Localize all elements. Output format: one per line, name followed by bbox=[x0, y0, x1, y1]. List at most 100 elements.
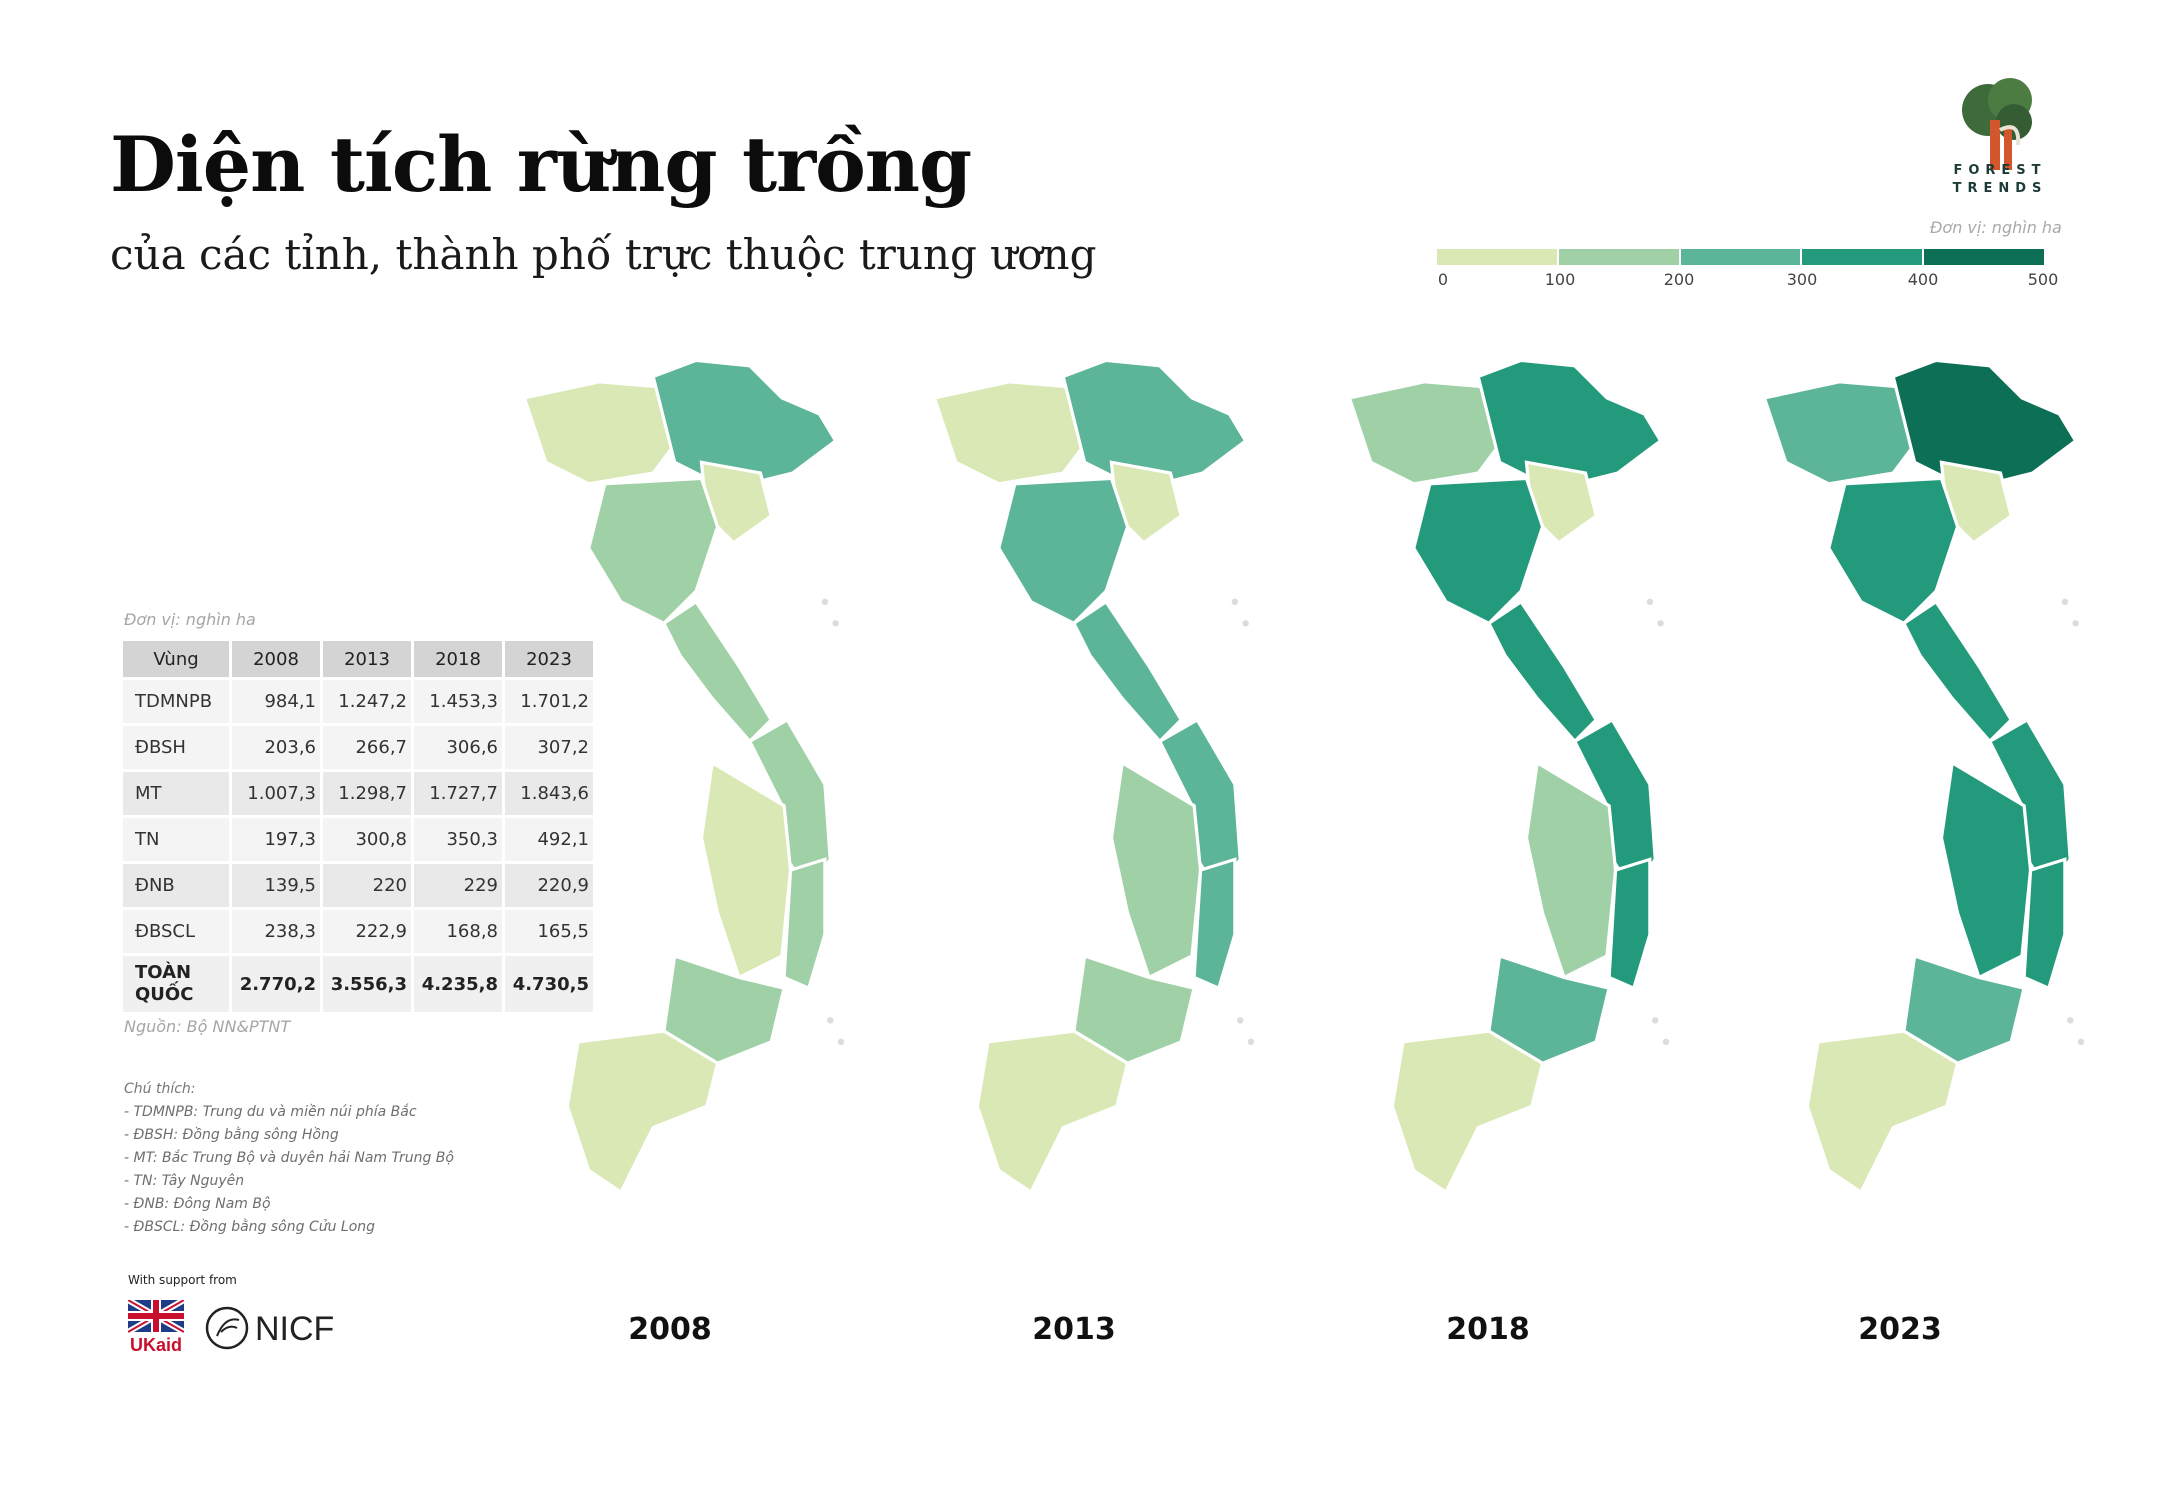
legend-unit: Đơn vị: nghìn ha bbox=[1930, 218, 2062, 237]
legend-segment bbox=[1802, 249, 1925, 265]
island-mark bbox=[1646, 598, 1654, 606]
island-mark bbox=[827, 1017, 834, 1024]
table-header: 2023 bbox=[505, 641, 593, 677]
legend-tick: 0 bbox=[1437, 270, 1449, 289]
table-unit: Đơn vị: nghìn ha bbox=[124, 610, 256, 629]
svg-text:NICFI: NICFI bbox=[255, 1310, 335, 1348]
table-row: TN 197,3 300,8 350,3 492,1 bbox=[123, 818, 593, 861]
table-cell: 350,3 bbox=[414, 818, 502, 861]
table-cell: 2.770,2 bbox=[232, 956, 320, 1012]
table-cell: 984,1 bbox=[232, 680, 320, 723]
note-item: - ĐBSH: Đồng bằng sông Hồng bbox=[124, 1127, 339, 1143]
map-region-highland bbox=[1109, 760, 1203, 980]
table-cell: 4.235,8 bbox=[414, 956, 502, 1012]
map-region-ntc bbox=[997, 476, 1130, 626]
legend-segment bbox=[1680, 249, 1803, 265]
table-row: ĐNB 139,5 220 229 220,9 bbox=[123, 864, 593, 907]
color-legend bbox=[1437, 249, 2044, 265]
map-year-label: 2008 bbox=[628, 1312, 712, 1347]
table-header: Vùng bbox=[123, 641, 229, 677]
map-region-north bbox=[1476, 358, 1663, 486]
table-row-total: TOÀN QUỐC 2.770,2 3.556,3 4.235,8 4.730,5 bbox=[123, 956, 593, 1012]
table-cell-region: MT bbox=[123, 772, 229, 815]
table-cell: 197,3 bbox=[232, 818, 320, 861]
map-region-coast3 bbox=[1607, 857, 1652, 991]
note-item: - MT: Bắc Trung Bộ và duyên hải Nam Trun… bbox=[124, 1150, 454, 1166]
table-cell: 168,8 bbox=[414, 910, 502, 953]
legend-tick: 500 bbox=[2027, 270, 2059, 289]
table-cell-region: TN bbox=[123, 818, 229, 861]
table-cell: 492,1 bbox=[505, 818, 593, 861]
table-header: 2018 bbox=[414, 641, 502, 677]
legend-tick: 100 bbox=[1544, 270, 1576, 289]
note-item: - TN: Tây Nguyên bbox=[124, 1173, 245, 1189]
map-year-label: 2018 bbox=[1446, 1312, 1530, 1347]
table-cell: 222,9 bbox=[323, 910, 411, 953]
island-mark bbox=[1652, 1017, 1659, 1024]
map-region-mekong bbox=[1805, 1029, 1960, 1195]
forest-trends-logo bbox=[1962, 78, 2032, 170]
map-region-north bbox=[651, 358, 838, 486]
map-region-mekong bbox=[1390, 1029, 1545, 1195]
legend-notes: Chú thích: - TDMNPB: Trung du và miền nú… bbox=[124, 1078, 454, 1239]
map-year-label: 2013 bbox=[1032, 1312, 1116, 1347]
map-year-label: 2023 bbox=[1858, 1312, 1942, 1347]
table-cell: 220 bbox=[323, 864, 411, 907]
table-cell-region: TDMNPB bbox=[123, 680, 229, 723]
table-cell: 1.453,3 bbox=[414, 680, 502, 723]
table-cell: 300,8 bbox=[323, 818, 411, 861]
map-region-highland bbox=[699, 760, 793, 980]
svg-text:UKaid: UKaid bbox=[130, 1335, 182, 1355]
map-region-coast1 bbox=[1486, 599, 1599, 744]
map-region-coast3 bbox=[2022, 857, 2067, 991]
map-region-ntc bbox=[1412, 476, 1545, 626]
table-cell: 220,9 bbox=[505, 864, 593, 907]
map-region-northwest bbox=[932, 380, 1098, 486]
note-item: - TDMNPB: Trung du và miền núi phía Bắc bbox=[124, 1104, 417, 1120]
table-row: MT 1.007,3 1.298,7 1.727,7 1.843,6 bbox=[123, 772, 593, 815]
table-cell: 203,6 bbox=[232, 726, 320, 769]
table-cell-region: ĐNB bbox=[123, 864, 229, 907]
island-mark bbox=[1247, 1038, 1255, 1046]
island-mark bbox=[1237, 1017, 1244, 1024]
table-cell: 165,5 bbox=[505, 910, 593, 953]
island-mark bbox=[1657, 620, 1664, 627]
table-cell: 3.556,3 bbox=[323, 956, 411, 1012]
table-cell-region: ĐBSCL bbox=[123, 910, 229, 953]
map-region-northwest bbox=[522, 380, 688, 486]
table-cell: 266,7 bbox=[323, 726, 411, 769]
map-region-highland bbox=[1939, 760, 2033, 980]
page-subtitle: của các tỉnh, thành phố trực thuộc trung… bbox=[110, 230, 1097, 279]
nicfi-logo: NICFI bbox=[205, 1306, 335, 1350]
island-mark bbox=[1242, 620, 1249, 627]
legend-ticks: 0 100 200 300 400 500 bbox=[1437, 270, 2059, 294]
legend-tick: 400 bbox=[1907, 270, 1939, 289]
vietnam-map-2018 bbox=[1347, 358, 1670, 1195]
table-cell: 1.727,7 bbox=[414, 772, 502, 815]
table-cell: 1.007,3 bbox=[232, 772, 320, 815]
map-region-mekong bbox=[565, 1029, 720, 1195]
legend-segment bbox=[1558, 249, 1681, 265]
legend-tick: 300 bbox=[1786, 270, 1818, 289]
table-cell: 306,6 bbox=[414, 726, 502, 769]
table-cell: 4.730,5 bbox=[505, 956, 593, 1012]
map-region-ntc bbox=[587, 476, 720, 626]
legend-tick: 200 bbox=[1663, 270, 1695, 289]
table-cell: 1.701,2 bbox=[505, 680, 593, 723]
map-region-north bbox=[1891, 358, 2078, 486]
legend-segment bbox=[1924, 249, 2044, 265]
ukaid-logo: UKaid bbox=[128, 1300, 184, 1355]
table-row: TDMNPB 984,1 1.247,2 1.453,3 1.701,2 bbox=[123, 680, 593, 723]
forest-area-table: Vùng 2008 2013 2018 2023 TDMNPB 984,1 1.… bbox=[120, 638, 596, 1015]
island-mark bbox=[2061, 598, 2069, 606]
table-cell: 238,3 bbox=[232, 910, 320, 953]
vietnam-map-2023 bbox=[1762, 358, 2085, 1195]
map-region-coast3 bbox=[1192, 857, 1237, 991]
island-mark bbox=[837, 1038, 845, 1046]
table-cell: 1.298,7 bbox=[323, 772, 411, 815]
map-region-coast1 bbox=[1901, 599, 2014, 744]
vietnam-map-2008 bbox=[522, 358, 845, 1195]
map-region-mekong bbox=[975, 1029, 1130, 1195]
page-title: Diện tích rừng trồng bbox=[110, 120, 972, 209]
table-cell-region: ĐBSH bbox=[123, 726, 229, 769]
